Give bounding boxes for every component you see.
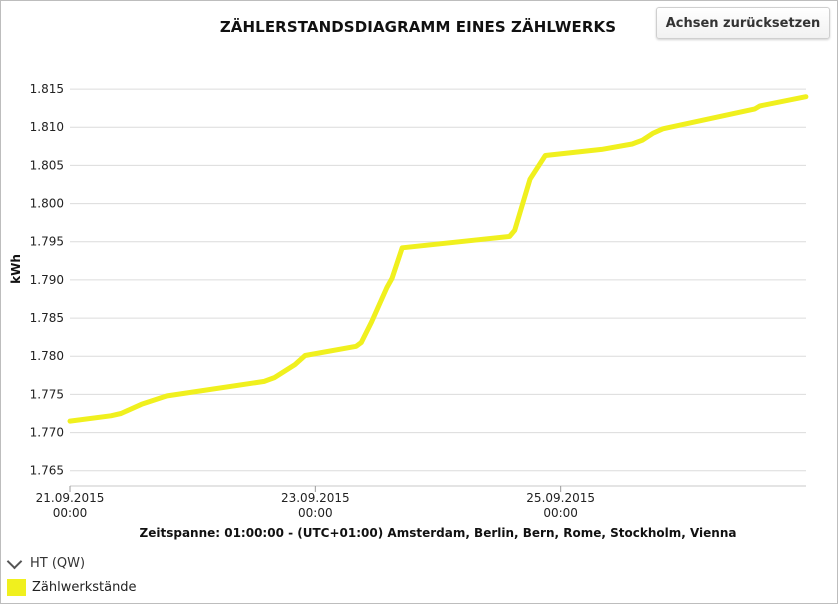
y-tick-label: 1.810	[30, 120, 64, 134]
y-tick-label: 1.805	[30, 158, 64, 172]
x-axis: 21.09.201500:0023.09.201500:0025.09.2015…	[36, 485, 806, 520]
legend-item-label: Zählwerkstände	[32, 580, 137, 595]
legend-group-toggle[interactable]: HT (QW)	[6, 553, 86, 571]
legend-item[interactable]: Zählwerkstände	[7, 579, 137, 596]
chevron-down-icon	[6, 553, 23, 570]
series-line-zaehlwerkstaende[interactable]	[67, 94, 809, 424]
y-tick-label: 1.795	[30, 235, 64, 249]
x-tick-label-date: 23.09.2015	[281, 491, 350, 505]
y-axis-label: kWh	[9, 254, 23, 284]
y-axis: 1.765 1.770 1.775 1.780 1.785 1.790 1.795 1.800…	[30, 82, 64, 478]
x-tick-label-date: 21.09.2015	[36, 491, 105, 505]
x-tick-label-date: 25.09.2015	[526, 491, 595, 505]
chart-title: ZÄHLERSTANDSDIAGRAMM EINES ZÄHLWERKS	[219, 18, 617, 36]
x-tick-label-time: 00:00	[543, 506, 578, 520]
y-tick-label: 1.780	[30, 349, 64, 363]
reset-axes-button[interactable]: Achsen zurücksetzen	[656, 7, 830, 39]
y-tick-label: 1.800	[30, 197, 64, 211]
y-tick-label: 1.775	[30, 387, 64, 401]
y-tick-label: 1.770	[30, 426, 64, 440]
y-tick-label: 1.765	[30, 464, 64, 478]
legend-swatch	[7, 579, 26, 596]
x-tick-label-time: 00:00	[53, 506, 88, 520]
data-points	[68, 95, 808, 423]
y-tick-label: 1.785	[30, 311, 64, 325]
gridlines	[70, 88, 806, 472]
y-tick-label: 1.790	[30, 273, 64, 287]
legend-group-label: HT (QW)	[30, 556, 86, 571]
x-tick-label-time: 00:00	[298, 506, 333, 520]
x-axis-label: Zeitspanne: 01:00:00 - (UTC+01:00) Amste…	[139, 526, 737, 540]
y-tick-label: 1.815	[30, 82, 64, 96]
